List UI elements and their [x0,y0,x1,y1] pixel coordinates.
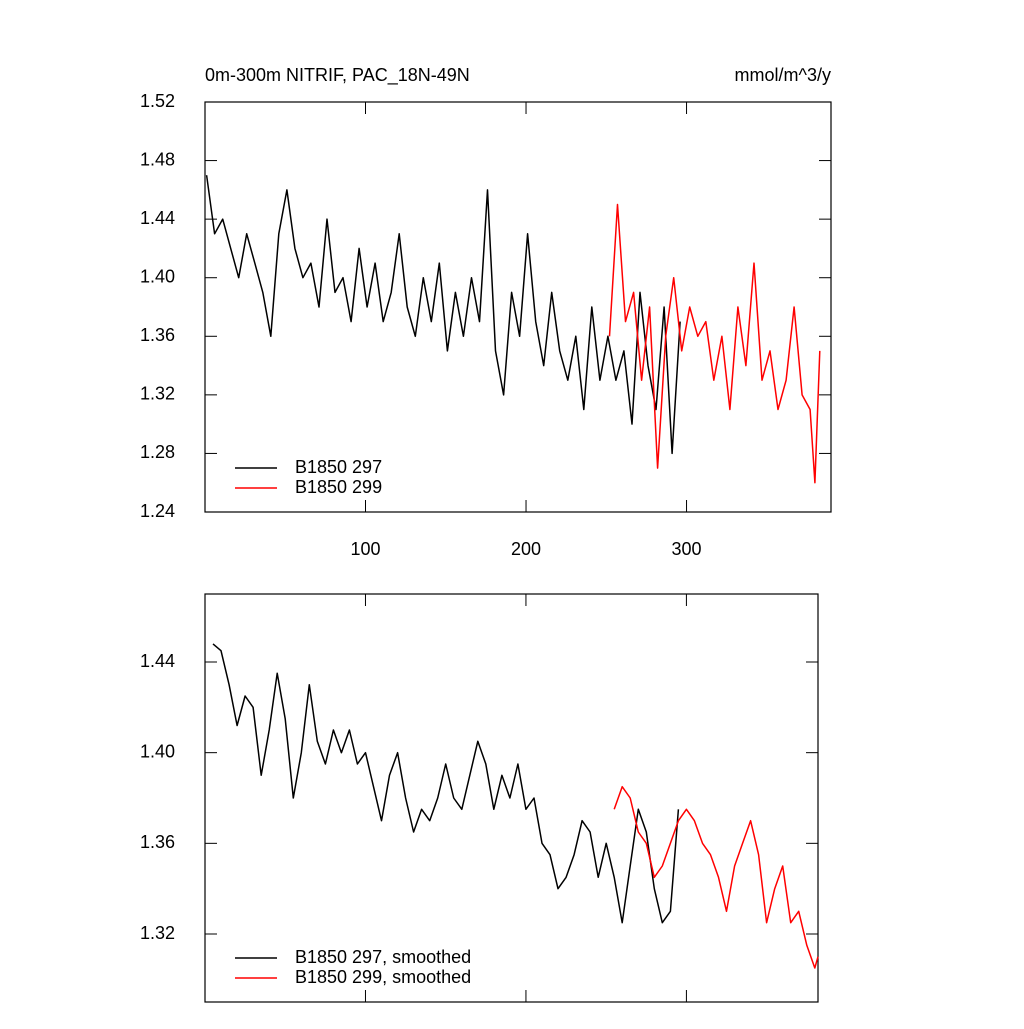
y-tick-label: 1.36 [140,832,175,852]
legend-label: B1850 297, smoothed [295,947,471,967]
y-tick-label: 1.32 [140,923,175,943]
data-line [212,643,680,924]
y-tick-label: 1.36 [140,325,175,345]
data-line [608,203,821,484]
units-label: mmol/m^3/y [735,65,831,85]
y-tick-label: 1.24 [140,501,175,521]
data-line [205,175,681,455]
y-tick-label: 1.52 [140,91,175,111]
chart-title: 0m-300m NITRIF, PAC_18N-49N [205,65,470,86]
plot-frame [204,101,832,513]
y-tick-label: 1.40 [140,741,175,761]
y-tick-label: 1.44 [140,208,175,228]
legend-label: B1850 297 [295,457,382,477]
plot-frame [204,593,819,1003]
x-tick-label: 100 [350,539,380,559]
y-tick-label: 1.28 [140,442,175,462]
x-tick-label: 200 [511,539,541,559]
legend-label: B1850 299, smoothed [295,967,471,987]
y-tick-label: 1.40 [140,266,175,286]
y-tick-label: 1.32 [140,384,175,404]
legend-label: B1850 299 [295,477,382,497]
y-tick-label: 1.48 [140,149,175,169]
y-tick-label: 1.44 [140,651,175,671]
data-line [613,785,819,969]
x-tick-label: 300 [672,539,702,559]
